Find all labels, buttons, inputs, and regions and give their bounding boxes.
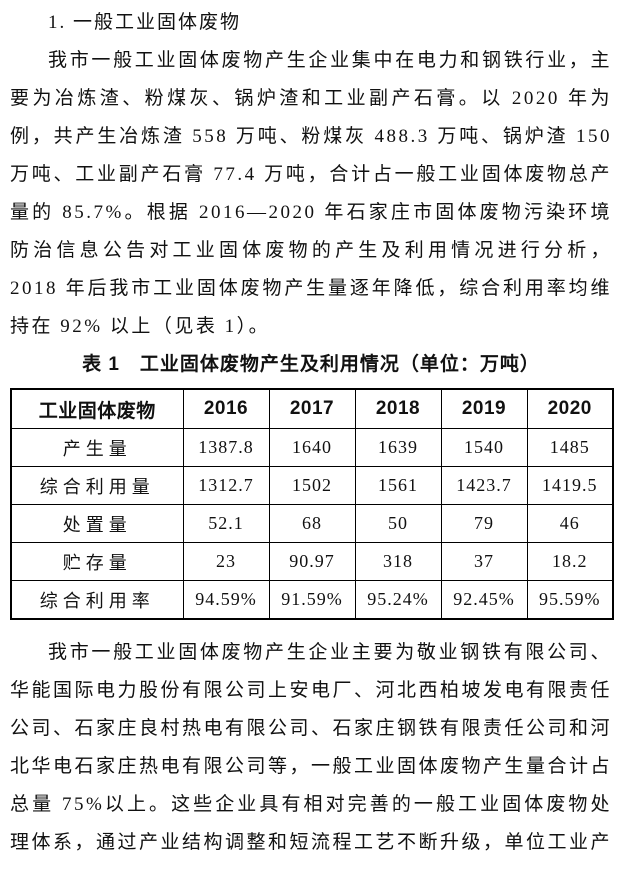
table-cell: 1423.7 (440, 466, 528, 505)
table-cell: 18.2 (526, 542, 614, 581)
table-cell: 79 (440, 504, 528, 543)
table-cell: 90.97 (268, 542, 356, 581)
table-cell: 95.59% (526, 580, 614, 620)
row-label: 产生量 (10, 428, 184, 467)
column-header-2016: 2016 (182, 388, 270, 429)
table-cell: 23 (182, 542, 270, 581)
table-caption: 表 1 工业固体废物产生及利用情况（单位：万吨） (82, 354, 540, 375)
table-cell: 1640 (268, 428, 356, 467)
table-cell: 52.1 (182, 504, 270, 543)
row-label: 处置量 (10, 504, 184, 543)
column-header-2017: 2017 (268, 388, 356, 429)
table-cell: 1485 (526, 428, 614, 467)
table-cell: 1639 (354, 428, 442, 467)
industrial-solid-waste-table: 工业固体废物 2016 2017 2018 2019 2020 产生量 1387… (10, 388, 614, 620)
table-cell: 318 (354, 542, 442, 581)
table-cell: 95.24% (354, 580, 442, 620)
table-row: 产生量 1387.8 1640 1639 1540 1485 (10, 428, 614, 467)
table-row: 综合利用量 1312.7 1502 1561 1423.7 1419.5 (10, 466, 614, 505)
column-header-2019: 2019 (440, 388, 528, 429)
column-header-category: 工业固体废物 (10, 388, 184, 429)
table-row: 综合利用率 94.59% 91.59% 95.24% 92.45% 95.59% (10, 580, 614, 620)
row-label: 贮存量 (10, 542, 184, 581)
section-heading: 1. 一般工业固体废物 (48, 12, 242, 33)
table-header-row: 工业固体废物 2016 2017 2018 2019 2020 (10, 388, 614, 429)
table-cell: 91.59% (268, 580, 356, 620)
table-cell: 50 (354, 504, 442, 543)
table-cell: 94.59% (182, 580, 270, 620)
paragraph-overview: 我市一般工业固体废物产生企业集中在电力和钢铁行业，主要为冶炼渣、粉煤灰、锅炉渣和… (10, 50, 612, 337)
row-label: 综合利用量 (10, 466, 184, 505)
table-cell: 37 (440, 542, 528, 581)
table-cell: 1540 (440, 428, 528, 467)
row-label: 综合利用率 (10, 580, 184, 620)
paragraph-enterprises: 我市一般工业固体废物产生企业主要为敬业钢铁有限公司、华能国际电力股份有限公司上安… (10, 642, 613, 853)
table-cell: 68 (268, 504, 356, 543)
table-cell: 1502 (268, 466, 356, 505)
table-cell: 1312.7 (182, 466, 270, 505)
table-cell: 1419.5 (526, 466, 614, 505)
table-row: 贮存量 23 90.97 318 37 18.2 (10, 542, 614, 581)
table-cell: 92.45% (440, 580, 528, 620)
table-cell: 1561 (354, 466, 442, 505)
table-row: 处置量 52.1 68 50 79 46 (10, 504, 614, 543)
table-cell: 46 (526, 504, 614, 543)
column-header-2018: 2018 (354, 388, 442, 429)
column-header-2020: 2020 (526, 388, 614, 429)
table-cell: 1387.8 (182, 428, 270, 467)
